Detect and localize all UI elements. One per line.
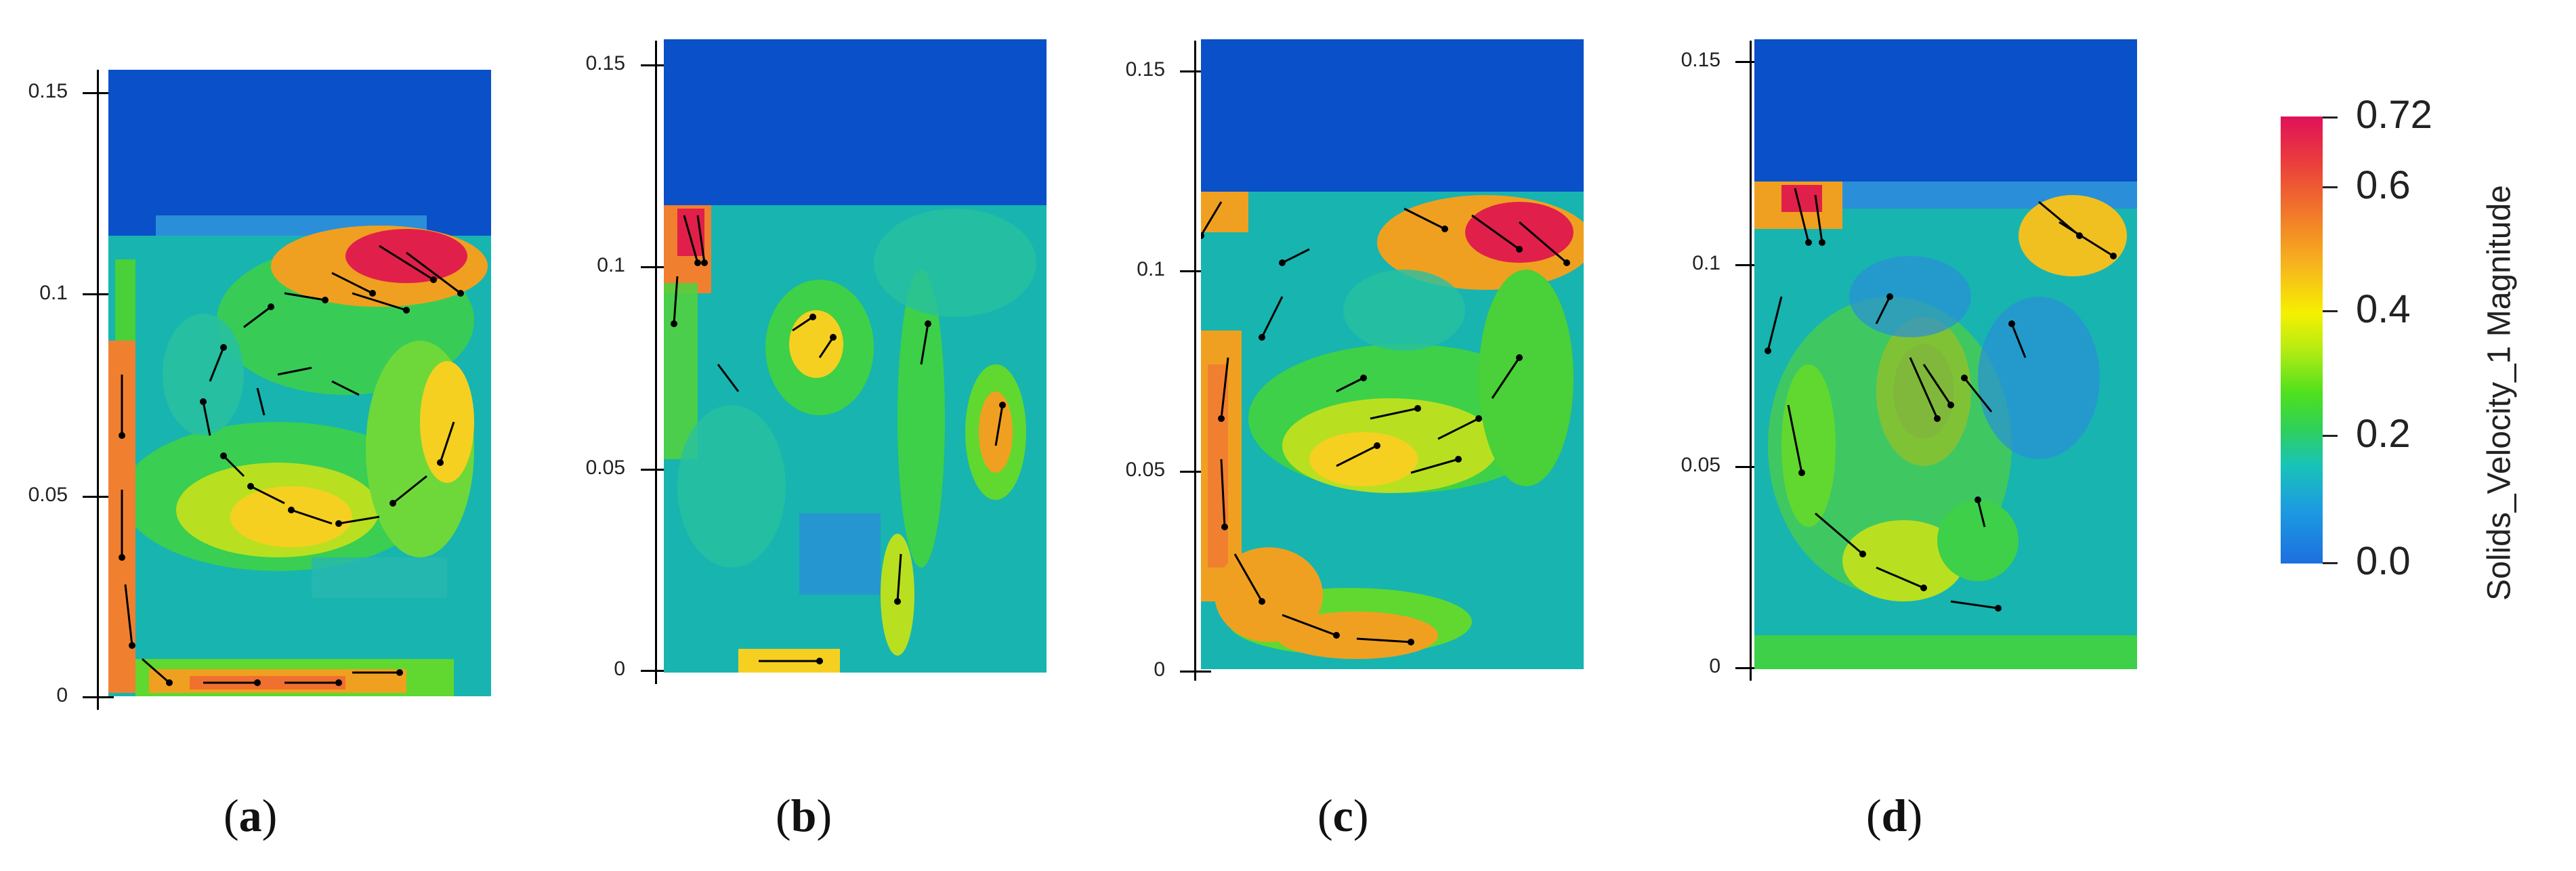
y-tick-label: 0.1 xyxy=(1692,252,1720,274)
legend-colorbar xyxy=(2281,116,2323,564)
legend-tick xyxy=(2323,116,2338,119)
caption-a: (a) xyxy=(224,790,278,841)
legend-tick xyxy=(2323,310,2338,312)
y-tick xyxy=(1180,270,1211,272)
caption-b: (b) xyxy=(776,790,832,841)
y-tick xyxy=(1735,466,1767,468)
y-axis-line xyxy=(655,41,657,684)
caption-c: (c) xyxy=(1317,790,1369,841)
velocity-field-a xyxy=(108,70,491,696)
y-tick-label: 0 xyxy=(56,684,68,706)
legend-label: 0.6 xyxy=(2356,163,2411,207)
y-tick-label: 0 xyxy=(1154,658,1165,681)
y-tick xyxy=(641,670,672,672)
velocity-field-b xyxy=(664,39,1047,673)
legend-tick xyxy=(2323,186,2338,188)
y-tick-label: 0.15 xyxy=(585,52,625,75)
y-tick xyxy=(641,469,672,471)
legend-label-max: 0.72 xyxy=(2356,93,2432,137)
velocity-field-d xyxy=(1754,39,2137,669)
y-tick xyxy=(1180,70,1211,72)
y-tick xyxy=(83,293,114,295)
y-tick xyxy=(1180,671,1211,673)
y-tick xyxy=(1735,264,1767,266)
y-tick-label: 0.15 xyxy=(1681,49,1720,71)
velocity-contour-a xyxy=(108,70,491,696)
y-tick xyxy=(83,92,114,94)
y-tick xyxy=(83,696,114,698)
y-tick-label: 0.15 xyxy=(28,80,68,102)
y-axis-line xyxy=(97,70,99,710)
y-tick xyxy=(1735,667,1767,669)
velocity-contour-b xyxy=(664,39,1047,673)
y-tick-label: 0.1 xyxy=(1137,258,1165,280)
y-tick xyxy=(83,496,114,498)
legend-title: Solids_Velocity_1 Magnitude xyxy=(2481,185,2518,601)
velocity-contour-d xyxy=(1754,39,2137,669)
y-tick xyxy=(641,64,672,66)
y-tick-label: 0.05 xyxy=(585,456,625,479)
y-tick-label: 0.1 xyxy=(39,282,68,304)
y-tick-label: 0 xyxy=(1709,655,1720,677)
velocity-field-c xyxy=(1201,39,1584,669)
velocity-contour-c xyxy=(1201,39,1584,669)
legend-tick xyxy=(2323,435,2338,437)
y-tick xyxy=(1735,61,1767,63)
y-tick xyxy=(1180,471,1211,473)
y-tick-label: 0 xyxy=(614,658,625,680)
y-tick-label: 0.15 xyxy=(1125,58,1165,81)
y-axis-line xyxy=(1194,41,1196,681)
y-tick-label: 0.1 xyxy=(597,254,625,276)
legend-label: 0.4 xyxy=(2356,287,2411,331)
legend-tick xyxy=(2323,562,2338,564)
y-tick-label: 0.05 xyxy=(1125,459,1165,481)
y-tick xyxy=(641,266,672,268)
y-tick-label: 0.05 xyxy=(28,484,68,506)
y-tick-label: 0.05 xyxy=(1681,454,1720,476)
y-axis-line xyxy=(1750,41,1752,681)
caption-d: (d) xyxy=(1866,790,1923,841)
legend-label: 0.2 xyxy=(2356,412,2411,456)
legend-label-min: 0.0 xyxy=(2356,539,2411,583)
